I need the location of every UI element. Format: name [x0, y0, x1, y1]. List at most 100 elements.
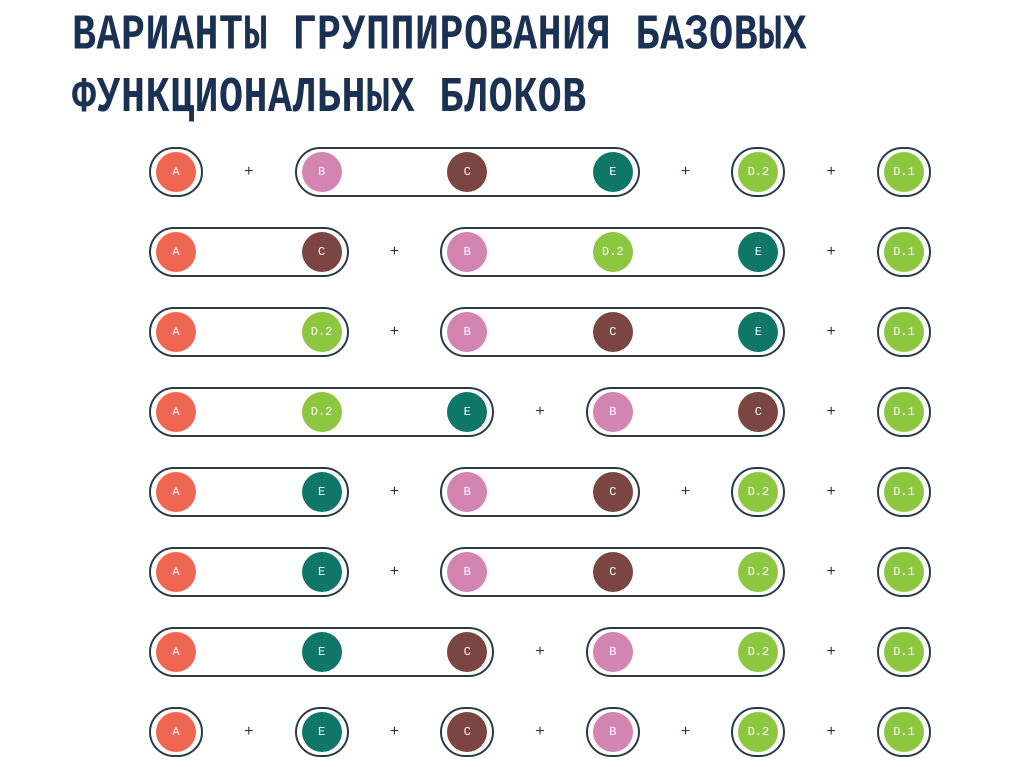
block-node-d-2: D.2 — [738, 152, 779, 192]
group-outline — [440, 547, 786, 597]
group-outline — [149, 227, 349, 277]
block-node-d-2: D.2 — [592, 232, 633, 272]
block-node-b: B — [447, 312, 488, 352]
plus-sign: + — [826, 563, 836, 580]
block-node-b: B — [447, 552, 488, 592]
block-node-d-1: D.1 — [884, 472, 924, 512]
plus-sign: + — [826, 323, 836, 340]
block-node-d-1: D.1 — [884, 552, 924, 592]
block-node-c: C — [447, 632, 488, 672]
plus-sign: + — [389, 483, 400, 500]
group-outline — [877, 147, 931, 197]
plus-sign: + — [680, 723, 691, 740]
block-node-d-1: D.1 — [884, 152, 924, 192]
group-outline — [294, 147, 640, 197]
block-node-c: C — [592, 552, 633, 592]
group-outline — [731, 467, 786, 517]
block-node-d-2: D.2 — [738, 712, 779, 752]
block-node-e: E — [301, 472, 342, 512]
block-node-c: C — [592, 312, 633, 352]
plus-sign: + — [680, 163, 691, 180]
page-title: ВАРИАНТЫ ГРУППИРОВАНИЯ БАЗОВЫХ ФУНКЦИОНА… — [72, 6, 807, 131]
block-node-c: C — [447, 712, 488, 752]
block-node-b: B — [592, 392, 633, 432]
plus-sign: + — [826, 243, 836, 260]
plus-sign: + — [389, 323, 400, 340]
block-node-b: B — [447, 232, 488, 272]
group-outline — [585, 387, 786, 437]
block-node-e: E — [738, 232, 779, 272]
plus-sign: + — [389, 563, 400, 580]
group-outline — [294, 707, 349, 757]
group-outline — [731, 147, 786, 197]
block-node-c: C — [738, 392, 779, 432]
block-node-a: A — [156, 312, 196, 352]
block-node-e: E — [301, 712, 342, 752]
group-outline — [440, 707, 495, 757]
group-outline — [877, 707, 931, 757]
group-outline — [440, 227, 786, 277]
group-outline — [149, 707, 203, 757]
block-node-d-2: D.2 — [738, 472, 779, 512]
group-outline — [877, 547, 931, 597]
block-node-d-1: D.1 — [884, 232, 924, 272]
group-outline — [440, 307, 786, 357]
block-node-e: E — [738, 312, 779, 352]
block-node-a: A — [156, 472, 196, 512]
plus-sign: + — [535, 643, 545, 660]
block-node-b: B — [592, 712, 633, 752]
plus-sign: + — [826, 643, 836, 660]
group-outline — [877, 307, 931, 357]
block-node-b: B — [301, 152, 342, 192]
group-outline — [877, 227, 931, 277]
block-node-d-2: D.2 — [301, 392, 342, 432]
block-node-c: C — [447, 152, 488, 192]
block-node-d-1: D.1 — [884, 712, 924, 752]
group-outline — [149, 387, 495, 437]
plus-sign: + — [826, 723, 836, 740]
group-outline — [877, 467, 931, 517]
plus-sign: + — [244, 723, 254, 740]
block-node-a: A — [156, 552, 196, 592]
group-outline — [440, 467, 640, 517]
block-node-a: A — [156, 392, 196, 432]
plus-sign: + — [826, 403, 836, 420]
block-node-d-2: D.2 — [738, 632, 779, 672]
block-node-d-1: D.1 — [884, 312, 924, 352]
group-outline — [149, 147, 203, 197]
group-outline — [877, 387, 931, 437]
group-outline — [149, 627, 495, 677]
plus-sign: + — [244, 163, 254, 180]
block-node-b: B — [447, 472, 488, 512]
plus-sign: + — [535, 403, 545, 420]
plus-sign: + — [680, 483, 691, 500]
block-node-a: A — [156, 232, 196, 272]
plus-sign: + — [389, 243, 400, 260]
block-node-d-1: D.1 — [884, 392, 924, 432]
group-outline — [731, 707, 786, 757]
title-line-1: ВАРИАНТЫ ГРУППИРОВАНИЯ БАЗОВЫХ — [72, 8, 808, 65]
block-node-c: C — [592, 472, 633, 512]
group-outline — [585, 707, 640, 757]
plus-sign: + — [826, 483, 836, 500]
block-node-b: B — [592, 632, 633, 672]
group-outline — [149, 307, 349, 357]
plus-sign: + — [389, 723, 400, 740]
title-line-2: ФУНКЦИОНАЛЬНЫХ БЛОКОВ — [72, 71, 587, 128]
block-node-d-1: D.1 — [884, 632, 924, 672]
group-outline — [585, 627, 786, 677]
group-outline — [149, 547, 349, 597]
block-node-e: E — [592, 152, 633, 192]
block-node-a: A — [156, 712, 196, 752]
block-node-e: E — [301, 552, 342, 592]
block-node-d-2: D.2 — [301, 312, 342, 352]
group-outline — [149, 467, 349, 517]
block-node-d-2: D.2 — [738, 552, 779, 592]
block-node-e: E — [301, 632, 342, 672]
block-node-a: A — [156, 632, 196, 672]
block-node-e: E — [447, 392, 488, 432]
block-node-a: A — [156, 152, 196, 192]
plus-sign: + — [826, 163, 836, 180]
plus-sign: + — [535, 723, 545, 740]
block-node-c: C — [301, 232, 342, 272]
